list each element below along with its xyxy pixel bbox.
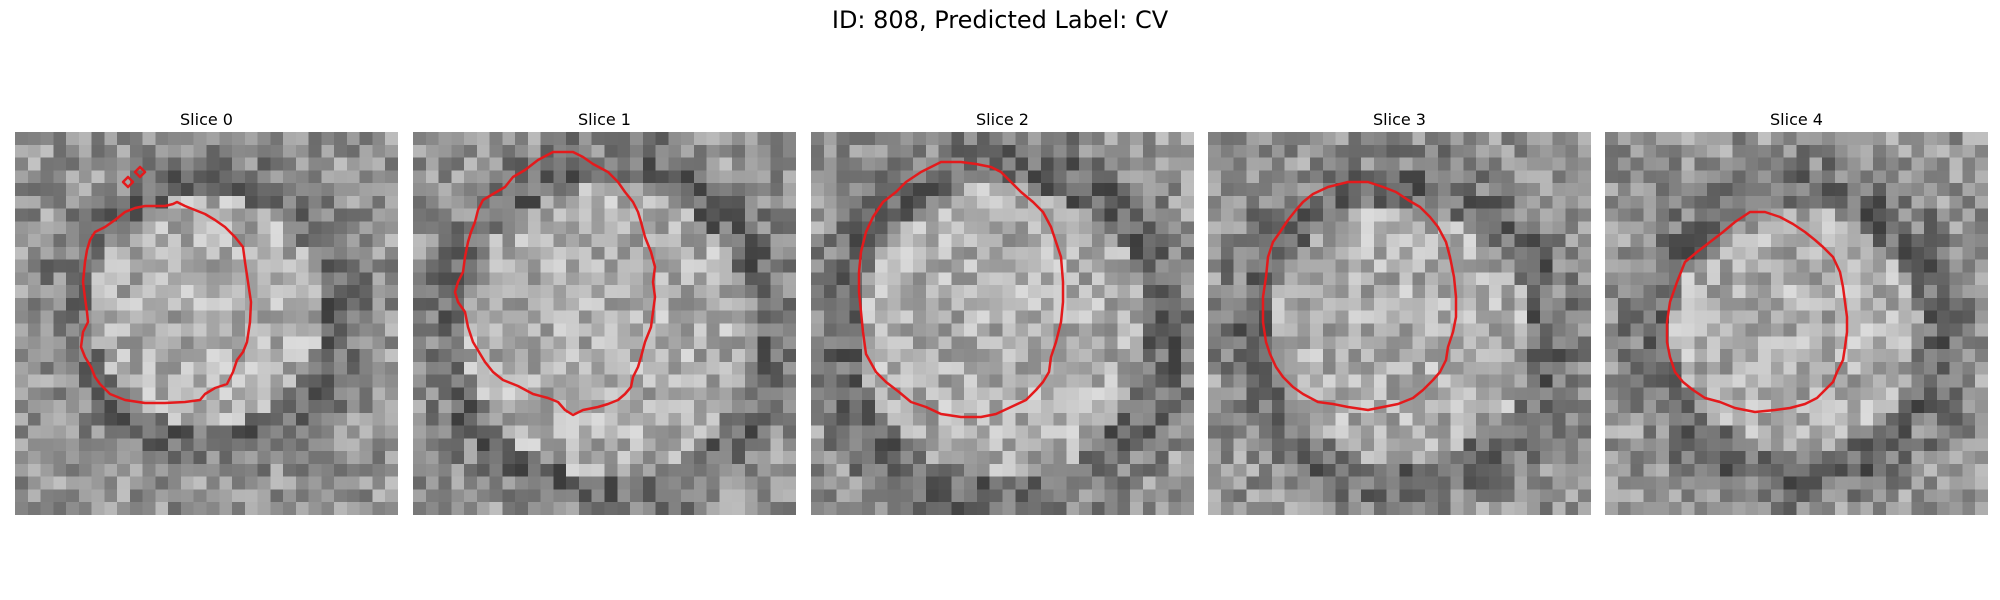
slice-image-4 [1605, 132, 1988, 515]
figure-title: ID: 808, Predicted Label: CV [831, 6, 1169, 34]
slice-title-3: Slice 3 [1373, 110, 1426, 129]
slice-panel-4: Slice 4 [1605, 108, 1988, 515]
slice-title-1: Slice 1 [578, 110, 631, 129]
slice-image-3 [1208, 132, 1591, 515]
slice-image-1 [413, 132, 796, 515]
slice-image-0 [15, 132, 398, 515]
slice-title-2: Slice 2 [976, 110, 1029, 129]
slice-panel-2: Slice 2 [811, 108, 1194, 515]
slice-panel-1: Slice 1 [413, 108, 796, 515]
slice-panel-0: Slice 0 [15, 108, 398, 515]
slice-title-4: Slice 4 [1770, 110, 1823, 129]
slice-panel-3: Slice 3 [1208, 108, 1591, 515]
slice-image-2 [811, 132, 1194, 515]
slice-title-0: Slice 0 [180, 110, 233, 129]
